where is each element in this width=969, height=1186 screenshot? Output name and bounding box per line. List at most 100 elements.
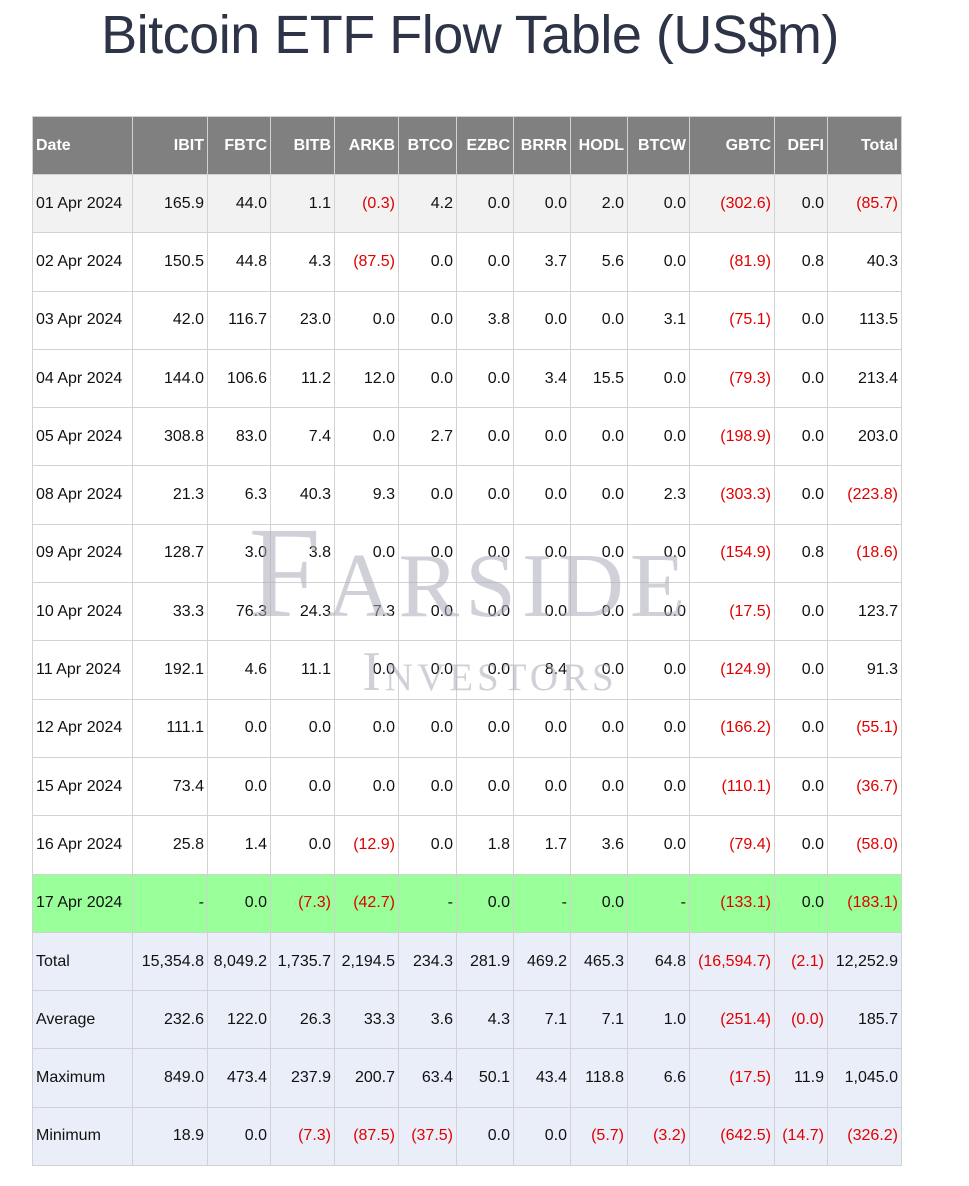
table-row: 10 Apr 2024 33.3 76.3 24.3 7.3 0.0 0.0 0.0 0.0 0.… — [32, 582, 902, 642]
table-cell: 0.0 — [513, 173, 571, 234]
table-cell: 0.0 — [270, 815, 335, 875]
table-cell: 7.4 — [270, 407, 335, 467]
column-header-ibit: IBIT — [132, 116, 208, 175]
column-header-defi: DEFI — [774, 116, 828, 175]
table-cell: 5.6 — [570, 232, 628, 292]
table-cell: (87.5) — [334, 1106, 399, 1167]
table-cell: 3.1 — [627, 290, 690, 350]
table-cell: (3.2) — [627, 1106, 690, 1167]
row-label-cell: 08 Apr 2024 — [32, 465, 133, 525]
table-cell: 0.0 — [627, 640, 690, 700]
column-header-hodl: HODL — [570, 116, 628, 175]
table-cell: 0.0 — [570, 407, 628, 467]
row-label-cell: 02 Apr 2024 — [32, 232, 133, 292]
table-cell: (2.1) — [774, 931, 828, 992]
table-cell: 0.0 — [513, 465, 571, 525]
table-cell: 0.0 — [570, 698, 628, 758]
table-cell: (166.2) — [689, 698, 775, 758]
table-cell: 0.0 — [456, 348, 514, 409]
table-cell: 0.0 — [627, 232, 690, 292]
table-cell: 122.0 — [207, 990, 271, 1050]
table-body: 01 Apr 2024 165.9 44.0 1.1 (0.3) 4.2 0.0 0.0 2.0… — [32, 173, 902, 1167]
table-cell: 0.0 — [774, 698, 828, 758]
table-cell: 43.4 — [513, 1048, 571, 1108]
row-label-cell: Minimum — [32, 1106, 133, 1167]
table-cell: 0.0 — [570, 640, 628, 700]
table-cell: 21.3 — [132, 465, 208, 525]
table-cell: 0.0 — [774, 756, 828, 817]
table-cell: 0.0 — [627, 815, 690, 875]
column-header-ezbc: EZBC — [456, 116, 514, 175]
table-cell: 44.8 — [207, 232, 271, 292]
table-row: 12 Apr 2024 111.1 0.0 0.0 0.0 0.0 0.0 0.0 0.0 0.0… — [32, 698, 902, 758]
table-cell: 469.2 — [513, 931, 571, 992]
row-label-cell: Average — [32, 990, 133, 1050]
table-row: 04 Apr 2024 144.0 106.6 11.2 12.0 0.0 0.0 3.4 15… — [32, 348, 902, 409]
table-cell: (302.6) — [689, 173, 775, 234]
table-cell: 4.2 — [398, 173, 457, 234]
table-cell: (16,594.7) — [689, 931, 775, 992]
summary-row: Average 232.6 122.0 26.3 33.3 3.6 4.3 7.1 7.1 1.0… — [32, 990, 902, 1050]
table-cell: 0.0 — [207, 698, 271, 758]
table-cell: 0.0 — [513, 1106, 571, 1167]
table-cell: 213.4 — [827, 348, 902, 409]
table-cell: (75.1) — [689, 290, 775, 350]
table-cell: (81.9) — [689, 232, 775, 292]
table-cell: (42.7) — [334, 873, 399, 933]
table-cell: 0.0 — [774, 407, 828, 467]
table-cell: 0.0 — [513, 523, 571, 584]
table-cell: 150.5 — [132, 232, 208, 292]
table-cell: 4.6 — [207, 640, 271, 700]
table-cell: (154.9) — [689, 523, 775, 584]
table-cell: 12,252.9 — [827, 931, 902, 992]
table-cell: 2.7 — [398, 407, 457, 467]
table-cell: 0.0 — [513, 407, 571, 467]
table-cell: 237.9 — [270, 1048, 335, 1108]
row-label-cell: 12 Apr 2024 — [32, 698, 133, 758]
table-cell: 0.0 — [334, 640, 399, 700]
table-cell: (85.7) — [827, 173, 902, 234]
table-cell: 1.7 — [513, 815, 571, 875]
table-cell: 0.0 — [456, 1106, 514, 1167]
table-cell: (642.5) — [689, 1106, 775, 1167]
table-cell: 0.0 — [570, 582, 628, 642]
table-cell: 6.6 — [627, 1048, 690, 1108]
table-cell: 1,045.0 — [827, 1048, 902, 1108]
table-cell: 1.4 — [207, 815, 271, 875]
table-row: 08 Apr 2024 21.3 6.3 40.3 9.3 0.0 0.0 0.0 0.0 2.3… — [32, 465, 902, 525]
table-cell: 0.0 — [627, 407, 690, 467]
table-cell: 0.0 — [774, 173, 828, 234]
table-cell: 8.4 — [513, 640, 571, 700]
table-cell: 8,049.2 — [207, 931, 271, 992]
table-cell: 0.0 — [207, 873, 271, 933]
table-cell: (0.3) — [334, 173, 399, 234]
table-cell: (7.3) — [270, 873, 335, 933]
table-cell: 0.0 — [334, 290, 399, 350]
table-cell: 0.0 — [398, 290, 457, 350]
table-cell: 7.1 — [570, 990, 628, 1050]
table-cell: 0.0 — [398, 815, 457, 875]
row-label-cell: Total — [32, 931, 133, 992]
row-label-cell: 01 Apr 2024 — [32, 173, 133, 234]
table-cell: 40.3 — [827, 232, 902, 292]
table-cell: 113.5 — [827, 290, 902, 350]
table-row: 01 Apr 2024 165.9 44.0 1.1 (0.3) 4.2 0.0 0.0 2.0… — [32, 173, 902, 234]
table-cell: 0.0 — [456, 698, 514, 758]
table-cell: 465.3 — [570, 931, 628, 992]
table-cell: 18.9 — [132, 1106, 208, 1167]
table-cell: 0.0 — [774, 348, 828, 409]
table-cell: 26.3 — [270, 990, 335, 1050]
table-row: 15 Apr 2024 73.4 0.0 0.0 0.0 0.0 0.0 0.0 0.0 0.0(… — [32, 756, 902, 817]
table-cell: 128.7 — [132, 523, 208, 584]
table-cell: 0.0 — [627, 698, 690, 758]
table-cell: 118.8 — [570, 1048, 628, 1108]
table-cell: 7.3 — [334, 582, 399, 642]
table-cell: 3.7 — [513, 232, 571, 292]
table-cell: 0.0 — [627, 756, 690, 817]
table-cell: (17.5) — [689, 1048, 775, 1108]
row-label-cell: 11 Apr 2024 — [32, 640, 133, 700]
row-label-cell: 03 Apr 2024 — [32, 290, 133, 350]
table-cell: 0.0 — [774, 873, 828, 933]
column-header-arkb: ARKB — [334, 116, 399, 175]
table-cell: 11.2 — [270, 348, 335, 409]
